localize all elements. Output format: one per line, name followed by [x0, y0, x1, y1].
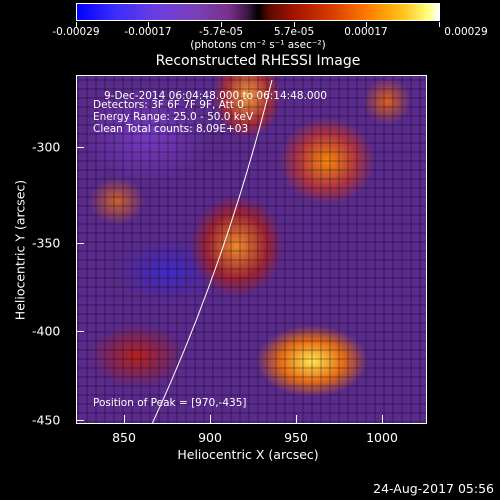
colorbar-units: (photons cm⁻² s⁻¹ asec⁻²)	[190, 39, 326, 51]
y-axis-label: Heliocentric Y (arcsec)	[12, 179, 28, 321]
x-tick	[124, 415, 125, 423]
colorbar-tick	[76, 22, 77, 27]
clean-counts-label: Clean Total counts: 8.09E+03	[93, 123, 249, 135]
y-tick-label: -400	[32, 323, 61, 339]
colorbar-tick-label: 0.00029	[444, 26, 488, 38]
y-tick-label: -300	[32, 139, 61, 155]
x-tick-label: 1000	[366, 430, 398, 445]
y-tick-label: -350	[32, 235, 61, 251]
x-tick-label: 850	[112, 430, 136, 445]
y-tick	[76, 243, 84, 244]
x-axis-label: Heliocentric X (arcsec)	[177, 447, 319, 462]
colorbar-tick-label: 0.00017	[344, 26, 388, 38]
colorbar-tick-label: -5.7e-05	[198, 26, 244, 38]
x-tick	[210, 415, 211, 423]
peak-position-label: Position of Peak = [970,-435]	[93, 397, 247, 409]
x-tick-label: 900	[198, 430, 222, 445]
image-title: Reconstructed RHESSI Image	[155, 53, 361, 69]
y-tick	[76, 331, 84, 332]
energy-range-label: Energy Range: 25.0 - 50.0 keV	[93, 111, 254, 123]
colorbar-tick-label: 5.7e-05	[273, 26, 315, 38]
colorbar-tick	[439, 22, 440, 27]
x-tick	[382, 415, 383, 423]
x-tick-label: 950	[284, 430, 308, 445]
y-tick	[76, 420, 84, 421]
detectors-label: Detectors: 3F 6F 7F 9F, Att 0	[93, 99, 244, 111]
colorbar	[76, 3, 440, 21]
colorbar-tick	[294, 22, 295, 27]
colorbar-tick	[148, 22, 149, 27]
timestamp: 24-Aug-2017 05:56	[373, 481, 494, 496]
y-tick-label: -450	[32, 412, 61, 428]
rhessi-image	[76, 75, 427, 424]
time-range-label: 9-Dec-2014 06:04:48.000 to 06:14:48.000	[104, 90, 327, 102]
y-tick	[76, 147, 84, 148]
colorbar-tick	[366, 22, 367, 27]
solar-limb-line	[151, 79, 273, 424]
colorbar-tick	[221, 22, 222, 27]
colorbar-tick-label: -0.00017	[124, 26, 172, 38]
x-tick	[296, 415, 297, 423]
colorbar-tick-label: -0.00029	[52, 26, 100, 38]
